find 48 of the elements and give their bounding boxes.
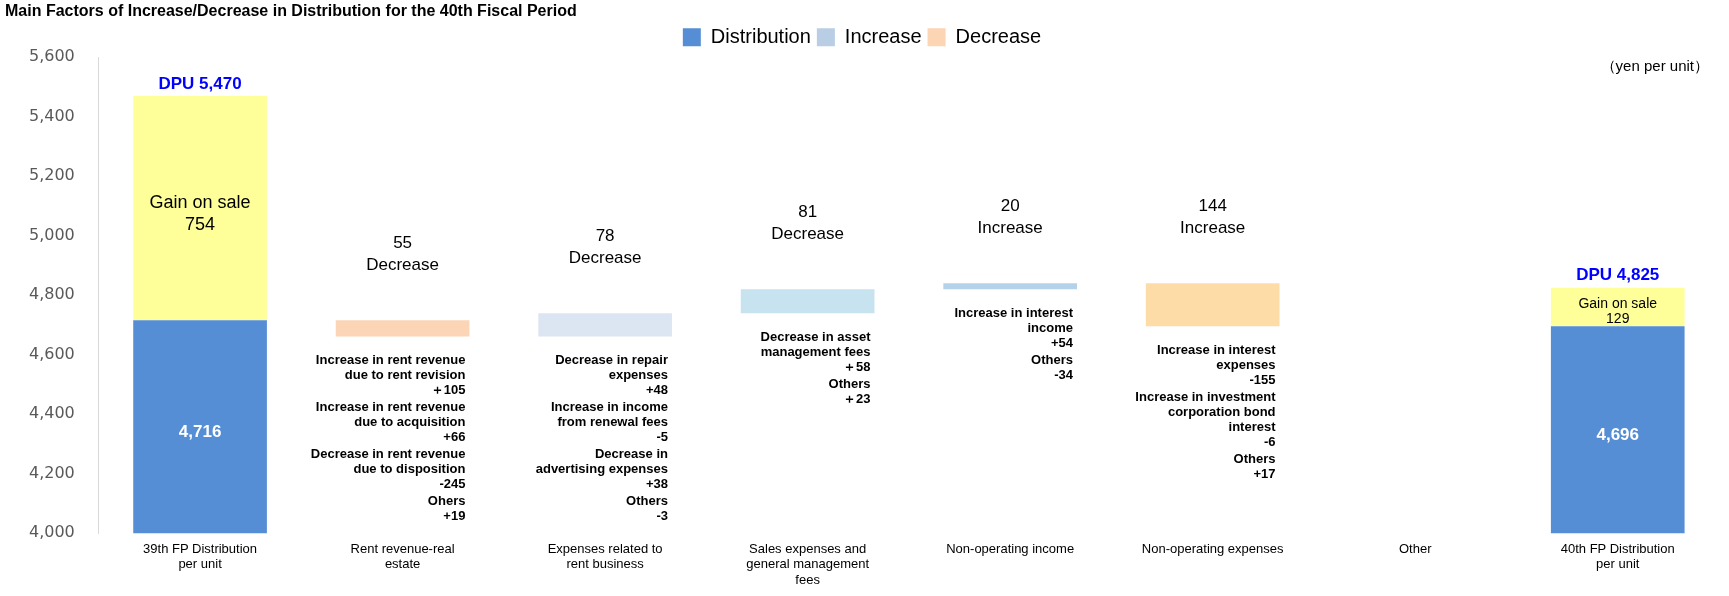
y-tick-label: 5,600 (28, 46, 75, 66)
x-tick-label: Other (1398, 540, 1433, 556)
annotation: Others -3 (626, 493, 668, 524)
x-tick-label: Non-operating expenses (1141, 540, 1285, 556)
data-label: Gain on sale 129 (1578, 295, 1658, 327)
annotation: Decrease in repair expenses +48 (555, 352, 668, 398)
data-label: Gain on sale 754 (149, 192, 251, 234)
data-label: 4,716 (178, 422, 222, 442)
data-label: 144 Increase (1180, 195, 1246, 237)
x-tick-label: 40th FP Distribution per unit (1560, 540, 1675, 572)
x-tick-label: Sales expenses and general management fees (746, 540, 870, 587)
chart-title: Main Factors of Increase/Decrease in Distribution for the 40th Fiscal Period (5, 2, 577, 20)
x-tick-label: Rent revenue-real estate (350, 540, 455, 572)
x-tick-label: 39th FP Distribution per unit (143, 540, 258, 572)
annotation: Others ＋23 (828, 375, 871, 406)
annotation: （yen per unit） (1600, 57, 1709, 75)
y-tick-label: 4,400 (28, 403, 75, 423)
x-tick-label: Expenses related to rent business (547, 540, 663, 572)
annotation: Others -34 (1031, 351, 1074, 382)
y-tick-label: 4,600 (28, 343, 75, 363)
y-tick-label: 4,200 (28, 462, 75, 482)
legend-label: Distribution (710, 24, 811, 47)
data-label: 20 Increase (977, 195, 1043, 237)
y-tick-label: 4,800 (28, 284, 75, 304)
y-tick-label: 4,000 (28, 522, 75, 542)
data-label: 4,696 (1596, 425, 1640, 445)
data-label: 81 Decrease (771, 201, 845, 243)
annotation: Increase in investment corporation bond interest -6 (1135, 388, 1277, 449)
annotation: Increase in rent revenue due to rent revision ＋105 (315, 352, 466, 398)
annotation: Ohers +19 (427, 493, 466, 524)
x-tick-label: Non-operating income (946, 540, 1075, 556)
annotation: Decrease in asset management fees ＋58 (760, 328, 872, 374)
data-label: 55 Decrease (366, 232, 439, 274)
legend-label: Decrease (955, 24, 1042, 47)
annotation: Decrease in advertising expenses +38 (535, 446, 668, 492)
data-label: 78 Decrease (568, 226, 642, 268)
legend-label: Increase (844, 24, 922, 47)
y-tick-label: 5,400 (28, 105, 75, 125)
annotation: Increase in income from renewal fees -5 (550, 399, 668, 445)
annotation: Increase in interest income +54 (954, 304, 1074, 350)
y-tick-label: 5,200 (28, 165, 75, 185)
annotation: Decrease in rent revenue due to disposition -245 (310, 446, 466, 492)
y-tick-label: 5,000 (28, 224, 75, 244)
total-label: DPU 4,825 (1576, 265, 1660, 285)
total-label: DPU 5,470 (158, 73, 242, 93)
annotation: Increase in rent revenue due to acquisition +66 (315, 399, 466, 445)
annotation: Others +17 (1233, 450, 1276, 481)
annotation: Increase in interest expenses -155 (1157, 341, 1277, 387)
